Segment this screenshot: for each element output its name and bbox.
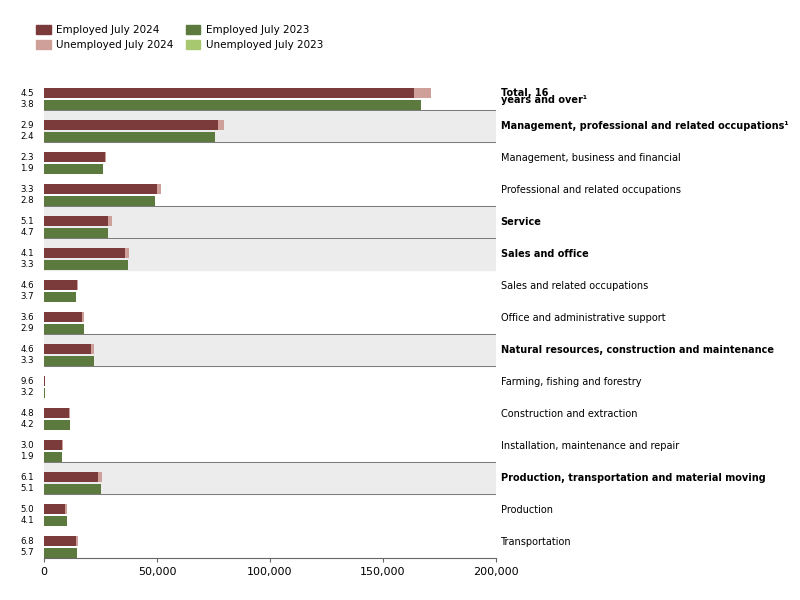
Bar: [414, 88, 431, 98]
Bar: [44, 280, 77, 290]
Bar: [44, 388, 46, 398]
Bar: [44, 88, 414, 98]
Bar: [44, 356, 94, 366]
Text: 4.8: 4.8: [20, 409, 34, 418]
Bar: [44, 248, 126, 259]
Bar: [69, 408, 70, 418]
Text: Total, 16: Total, 16: [501, 88, 548, 98]
Bar: [44, 120, 218, 130]
Bar: [76, 536, 78, 547]
Bar: [44, 484, 101, 494]
Text: Management, professional and related occupations¹: Management, professional and related occ…: [501, 121, 788, 131]
Text: 4.2: 4.2: [20, 421, 34, 430]
Bar: [44, 440, 62, 451]
Text: 4.1: 4.1: [20, 249, 34, 258]
Bar: [44, 292, 76, 302]
Text: Sales and office: Sales and office: [501, 249, 588, 259]
Bar: [44, 216, 109, 226]
Bar: [44, 420, 70, 430]
Text: Installation, maintenance and repair: Installation, maintenance and repair: [501, 441, 678, 451]
Text: 1.9: 1.9: [20, 164, 34, 173]
Text: 2.4: 2.4: [20, 133, 34, 142]
Text: 3.2: 3.2: [20, 388, 34, 397]
Text: Farming, fishing and forestry: Farming, fishing and forestry: [501, 377, 641, 387]
Bar: [44, 548, 77, 558]
Bar: [126, 248, 129, 259]
Bar: [44, 164, 102, 174]
Bar: [44, 184, 157, 194]
Text: Production, transportation and material moving: Production, transportation and material …: [501, 473, 766, 483]
Text: Construction and extraction: Construction and extraction: [501, 409, 637, 419]
Bar: [82, 312, 84, 322]
Text: years and over¹: years and over¹: [501, 95, 586, 105]
Text: Natural resources, construction and maintenance: Natural resources, construction and main…: [501, 345, 774, 355]
Text: 3.6: 3.6: [20, 313, 34, 322]
Bar: [98, 472, 102, 482]
Bar: [44, 100, 422, 110]
Bar: [44, 132, 214, 142]
Bar: [44, 196, 154, 206]
Bar: [44, 376, 45, 386]
Text: 6.8: 6.8: [20, 537, 34, 546]
Bar: [44, 516, 66, 526]
Text: Office and administrative support: Office and administrative support: [501, 313, 665, 323]
Bar: [44, 472, 98, 482]
Bar: [109, 216, 112, 226]
Text: Sales and related occupations: Sales and related occupations: [501, 281, 648, 291]
Text: 4.5: 4.5: [20, 89, 34, 98]
Bar: [44, 312, 82, 322]
Bar: [44, 504, 66, 514]
Bar: [44, 408, 69, 418]
Bar: [105, 152, 106, 163]
Text: Professional and related occupations: Professional and related occupations: [501, 185, 681, 195]
Text: Management, business and financial: Management, business and financial: [501, 153, 680, 163]
Bar: [44, 152, 105, 163]
Bar: [44, 334, 496, 366]
Bar: [44, 228, 109, 238]
Bar: [157, 184, 161, 194]
Text: 4.1: 4.1: [20, 517, 34, 526]
Text: 4.6: 4.6: [20, 281, 34, 290]
Text: 3.0: 3.0: [20, 441, 34, 450]
Bar: [44, 324, 83, 334]
Bar: [44, 452, 62, 462]
Text: 4.7: 4.7: [20, 229, 34, 238]
Bar: [218, 120, 224, 130]
Text: Transportation: Transportation: [501, 537, 571, 547]
Text: 5.1: 5.1: [20, 217, 34, 226]
Text: 5.0: 5.0: [20, 505, 34, 514]
Bar: [77, 280, 78, 290]
Text: 3.3: 3.3: [20, 356, 34, 365]
Legend: Employed July 2024, Unemployed July 2024, Employed July 2023, Unemployed July 20: Employed July 2024, Unemployed July 2024…: [32, 21, 327, 55]
Text: 2.9: 2.9: [20, 325, 34, 334]
Text: 3.3: 3.3: [20, 260, 34, 269]
Text: Production: Production: [501, 505, 553, 515]
Bar: [44, 206, 496, 238]
Text: 9.6: 9.6: [20, 377, 34, 386]
Text: 5.1: 5.1: [20, 484, 34, 493]
Text: 1.9: 1.9: [20, 452, 34, 461]
Bar: [44, 238, 496, 270]
Text: 5.7: 5.7: [20, 548, 34, 557]
Bar: [44, 462, 496, 494]
Text: 6.1: 6.1: [20, 473, 34, 482]
Text: 2.9: 2.9: [20, 121, 34, 130]
Bar: [91, 344, 94, 355]
Text: Service: Service: [501, 217, 542, 227]
Bar: [44, 536, 76, 547]
Bar: [44, 110, 496, 142]
Bar: [44, 344, 91, 355]
Text: 3.7: 3.7: [20, 292, 34, 301]
Text: 3.3: 3.3: [20, 185, 34, 194]
Text: 3.8: 3.8: [20, 100, 34, 109]
Text: 2.3: 2.3: [20, 153, 34, 162]
Text: 2.8: 2.8: [20, 196, 34, 205]
Text: 4.6: 4.6: [20, 345, 34, 354]
Bar: [44, 260, 128, 270]
